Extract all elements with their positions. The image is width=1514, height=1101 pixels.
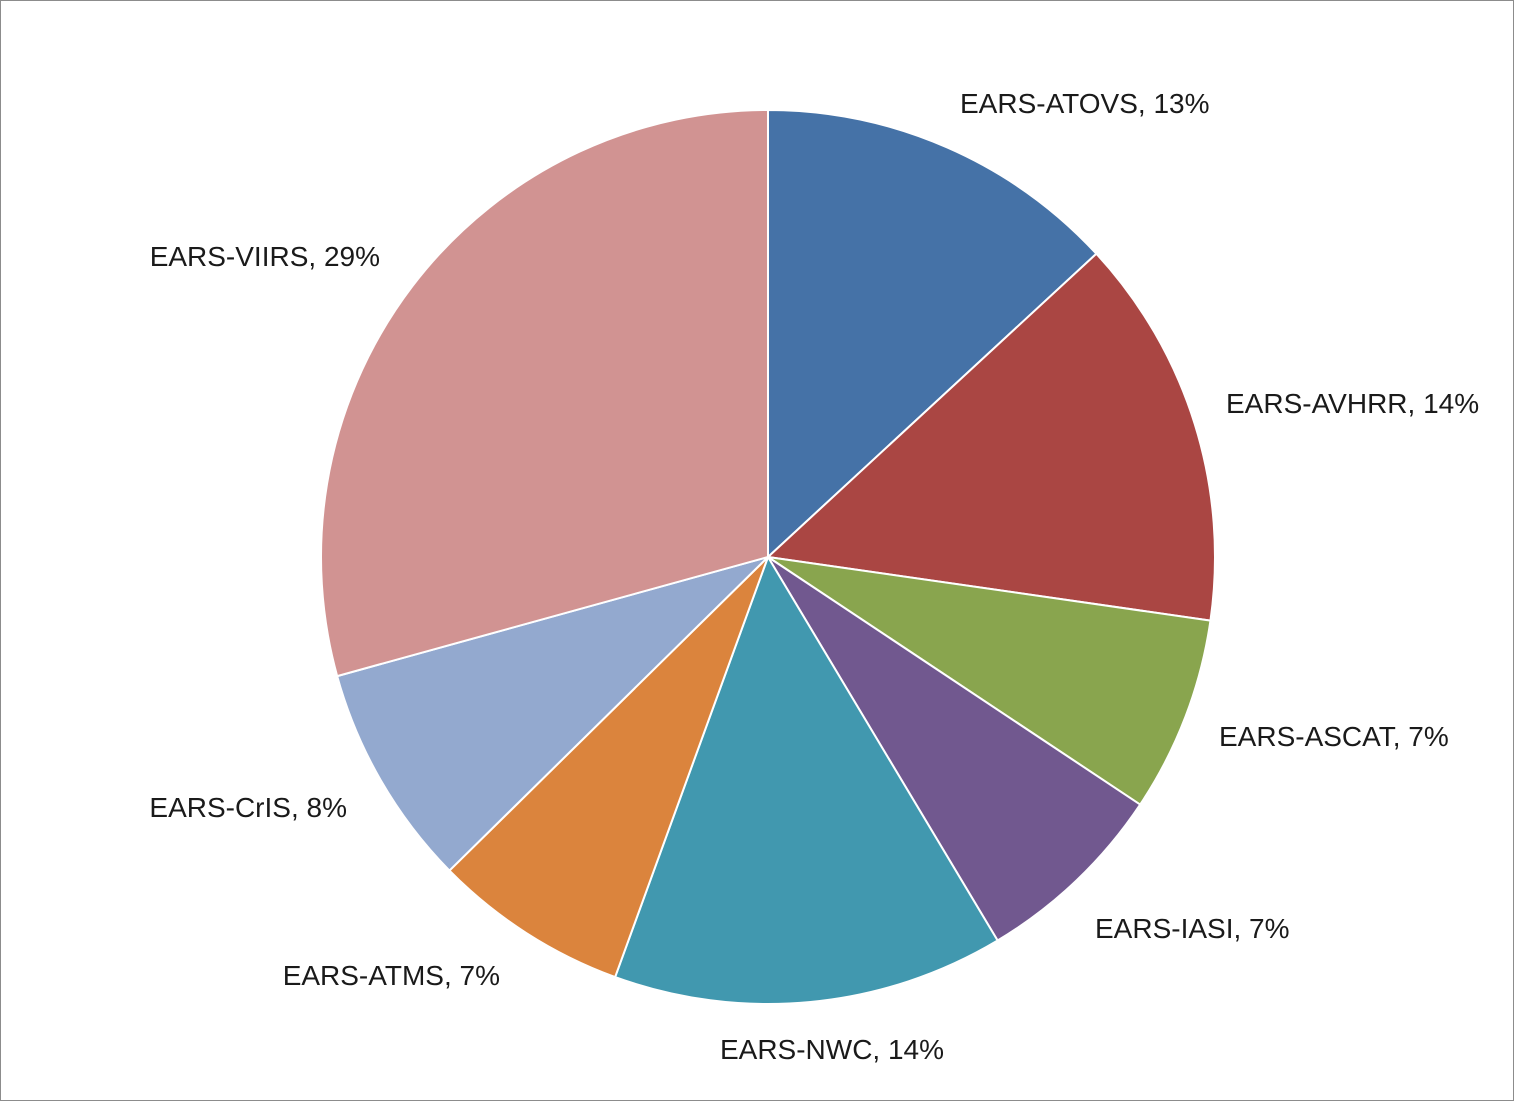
pie-slices	[320, 108, 1216, 1005]
data-label-ears-atms: EARS-ATMS, 7%	[283, 960, 500, 991]
data-label-ears-cris: EARS-CrIS, 8%	[149, 792, 347, 823]
data-label-ears-ascat: EARS-ASCAT, 7%	[1219, 721, 1449, 752]
data-label-ears-atovs: EARS-ATOVS, 13%	[960, 88, 1210, 119]
data-label-ears-viirs: EARS-VIIRS, 29%	[150, 241, 380, 272]
pie-slice-ears-iasi	[767, 556, 1142, 942]
data-label-ears-nwc: EARS-NWC, 14%	[720, 1034, 944, 1065]
pie-slice-ears-cris	[335, 555, 772, 872]
pie-slice-ears-nwc	[613, 554, 999, 1005]
pie-slice-ears-atms	[448, 556, 769, 979]
pie-slice-ears-atovs	[767, 108, 1098, 560]
data-label-ears-avhrr: EARS-AVHRR, 14%	[1226, 388, 1479, 419]
pie-slice-ears-viirs	[320, 108, 769, 678]
pie-slice-ears-avhrr	[765, 252, 1216, 622]
pie-slice-ears-ascat	[767, 556, 1212, 806]
data-label-ears-iasi: EARS-IASI, 7%	[1095, 913, 1290, 944]
pie-data-labels: EARS-ATOVS, 13% EARS-AVHRR, 14% EARS-ASCAT…	[149, 88, 1479, 1065]
